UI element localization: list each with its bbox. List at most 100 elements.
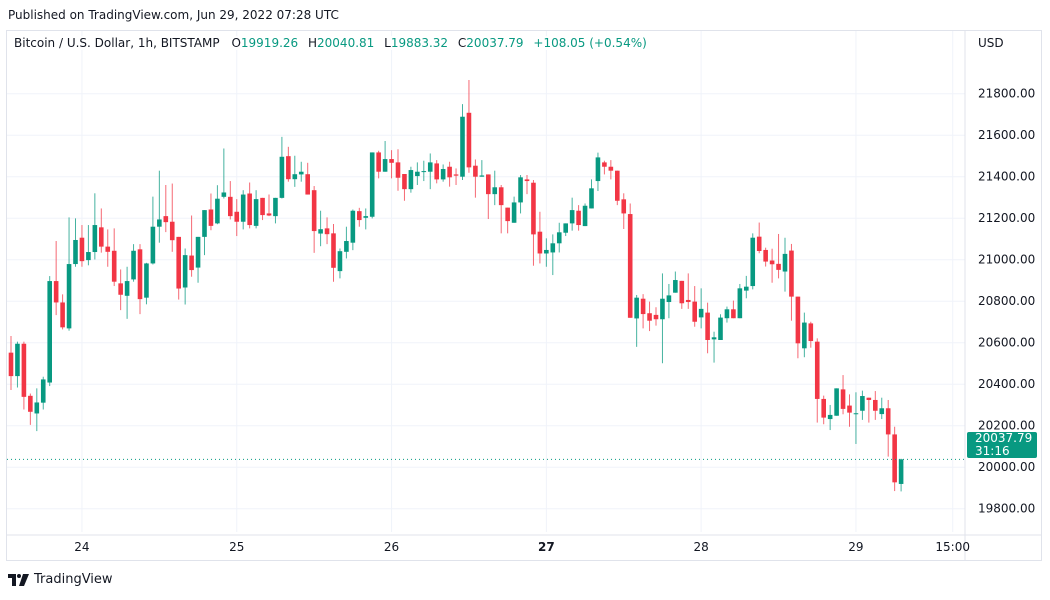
candle-body [215,198,220,224]
candle-body [898,459,904,484]
candle-body [369,152,375,217]
currency-label[interactable]: USD [978,36,1004,50]
candle-body [111,250,117,282]
chart-frame [6,30,1042,561]
candle-down [376,150,381,179]
candle-down [79,225,85,267]
candle-down [8,336,14,391]
candle-body [834,388,839,416]
candle-body [234,211,240,222]
candle-up [221,148,227,199]
price-tick-label: 20800.00 [978,294,1035,308]
candle-down [621,193,627,229]
candle-body [473,165,478,177]
candle-body [544,249,549,254]
candle-body [427,162,433,172]
candle-body [144,263,149,298]
candle-down [395,149,401,191]
candle-body [176,236,181,289]
candle-body [595,157,601,182]
time-tick-label: 15:00 [935,540,970,554]
candle-up [298,161,304,182]
candle-body [273,197,278,217]
candle-down [60,294,65,330]
published-caption: Published on TradingView.com, Jun 29, 20… [8,8,339,22]
price-tick-label: 20600.00 [978,336,1035,350]
candle-up [427,153,433,190]
candle-body [228,196,233,217]
candle-body [434,163,439,180]
candle-up [595,152,601,192]
candle-body [731,309,736,319]
time-tick-label: 24 [74,540,89,554]
candle-down [286,146,291,182]
candle-body [608,166,614,171]
close-value: 20037.79 [466,36,524,50]
candle-up [898,458,904,492]
candle-body [221,192,227,197]
candle-up [124,266,130,319]
candle-up [40,376,46,410]
candle-body [776,263,781,270]
candle-down [756,222,762,254]
candle-down [169,183,175,252]
candle-down [647,301,652,332]
candle-down [21,341,27,410]
candle-down [402,174,407,201]
candle-body [105,246,111,252]
candle-body [556,232,562,244]
close-label: C [457,36,467,50]
candle-body [840,389,846,409]
candle-up [363,208,369,230]
candle-body [808,323,814,342]
candle-body [466,112,472,168]
candle-up [408,166,414,193]
time-tick-label: 28 [694,540,709,554]
candle-body [337,251,343,272]
candle-body [486,174,491,195]
candle-body [247,193,252,226]
candle-body [15,343,20,377]
price-tick-label: 21600.00 [978,128,1035,142]
candle-down [576,205,581,231]
candle-up [582,203,588,227]
candle-up [550,234,556,276]
candle-up [195,236,201,283]
tradingview-logo-icon [8,573,29,586]
candle-down [873,391,878,420]
price-axis: 19800.00 20000.00 20200.00 20400.00 20600.00… [978,87,1035,516]
candle-body [447,166,452,178]
candle-up [673,271,678,293]
candle-body [873,399,878,411]
candle-body [124,281,130,296]
candle-body [750,237,756,287]
candle-body [627,214,633,318]
tradingview-logo[interactable]: TradingView [8,572,113,587]
candle-down [305,162,310,195]
candle-up [853,392,859,444]
candle-body [802,322,807,349]
candle-body [698,308,704,318]
candle-down [447,161,452,187]
candle-down [795,296,801,359]
price-tick-label: 19800.00 [978,502,1035,516]
candle-body [634,297,639,319]
time-tick-label: 27 [538,540,555,554]
candle-up [66,217,72,331]
candle-body [202,210,207,237]
candle-body [660,298,665,320]
candle-body [479,175,485,177]
candle-down [234,199,240,237]
candle-body [853,413,859,415]
candle-up [144,262,149,305]
candle-down [189,215,194,277]
candle-up [15,341,20,388]
high-value: 20040.81 [317,36,375,50]
candle-body [453,174,459,176]
candle-up [511,196,517,223]
candle-down [357,207,362,227]
candle-body [511,202,517,223]
candle-down [473,159,478,198]
candle-body [524,179,530,182]
